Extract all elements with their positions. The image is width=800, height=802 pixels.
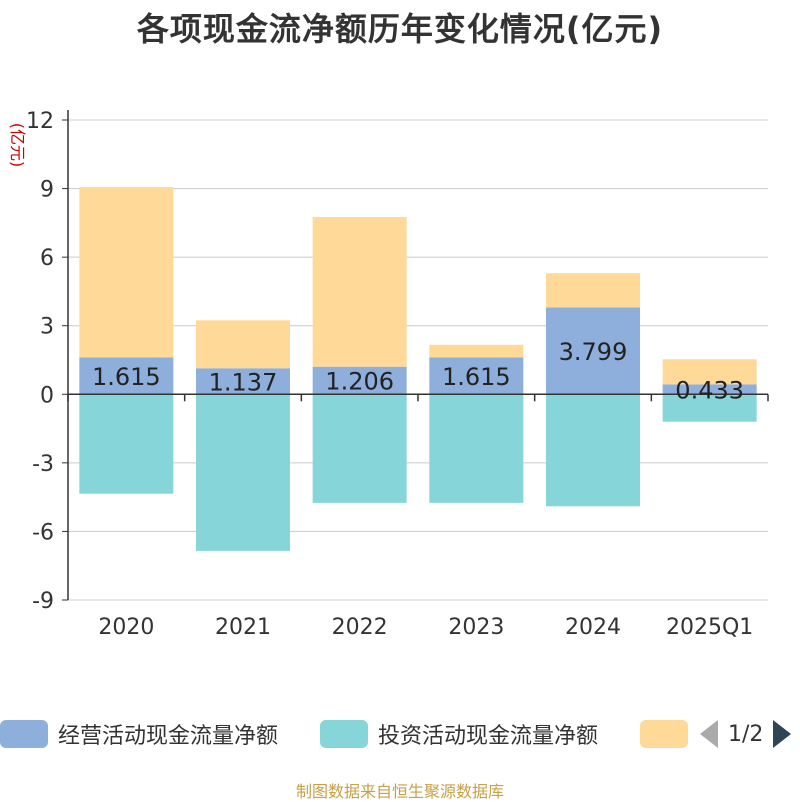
legend-label-investing: 投资活动现金流量净额 [378,724,599,749]
y-tick-label: -9 [32,589,54,614]
bar-third-series [662,359,757,385]
bar-operating [196,368,290,395]
chart-title: 各项现金流净额历年变化情况(亿元) [136,10,664,48]
bar-operating [662,384,757,395]
bar-operating [546,307,640,395]
bar-operating [429,357,524,395]
x-tick-label: 2020 [98,615,154,640]
bar-investing [79,394,174,494]
bar-operating [312,366,407,395]
legend-pager: 1/2 [700,714,792,754]
x-tick-label: 2025Q1 [666,615,753,640]
bar-third-series [79,187,174,358]
legend-label-operating: 经营活动现金流量净额 [58,724,279,749]
bar-investing [546,394,640,507]
legend-item-operating[interactable]: 经营活动现金流量净额 [0,714,278,754]
data-label: 1.615 [92,363,161,391]
legend-item-investing[interactable]: 投资活动现金流量净额 [320,714,598,754]
data-label: 3.799 [559,338,628,366]
data-label: 1.206 [325,368,394,396]
y-tick-label: 6 [40,246,54,271]
y-tick-label: -3 [32,452,54,477]
bar-third-series [312,217,407,367]
y-axis-label: (亿元) [8,123,27,168]
data-label: 1.615 [442,363,511,391]
bar-third-series [196,320,290,369]
legend-swatch-operating [0,720,48,748]
x-tick-label: 2024 [565,615,621,640]
bar-operating [79,357,174,395]
bar-third-series [546,273,640,308]
y-tick-label: 0 [40,383,54,408]
bar-investing [196,394,290,551]
legend-item-third-series[interactable] [640,714,698,754]
bar-investing [662,394,757,422]
source-note: 制图数据来自恒生聚源数据库 [295,782,504,801]
pager-next-icon[interactable] [773,720,792,748]
x-tick-label: 2022 [332,615,388,640]
axes: 12 9 6 3 0 -3 -6 -9 (亿元) 2020 2021 2022 2023 2024 2025… [8,109,769,640]
grid-lines [68,119,768,601]
bar-third-series [429,344,524,358]
data-label: 1.137 [209,368,278,396]
legend-swatch-third-series [640,720,688,748]
x-tick-label: 2023 [448,615,504,640]
bar-investing [429,394,524,503]
legend: 经营活动现金流量净额 投资活动现金流量净额 [0,714,800,754]
data-label: 0.433 [675,376,744,404]
y-tick-label: 9 [40,178,54,203]
x-tick-label: 2021 [215,615,271,640]
y-tick-label: 3 [40,315,54,340]
bars [79,187,757,551]
bar-investing [312,394,407,503]
data-labels: 1.615 1.137 1.206 1.615 3.799 0.433 [92,338,744,404]
pager-text: 1/2 [728,721,764,747]
pager-prev-icon[interactable] [700,720,718,748]
y-tick-label: -6 [32,520,54,545]
y-tick-label: 12 [26,109,54,134]
legend-swatch-investing [320,720,368,748]
